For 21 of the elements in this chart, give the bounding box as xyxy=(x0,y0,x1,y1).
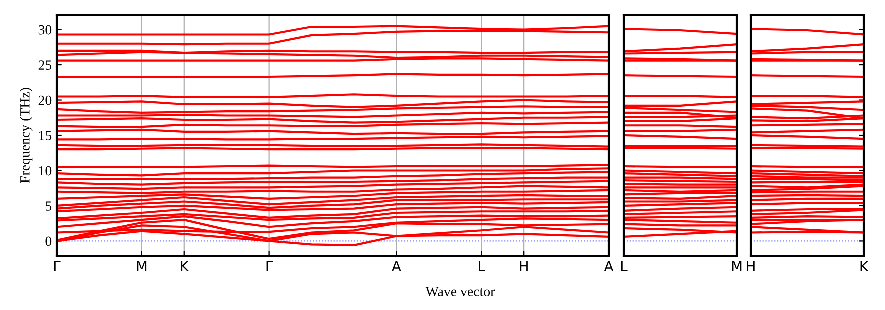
x-tick-label: K xyxy=(181,261,190,272)
y-tick-label: 15 xyxy=(39,131,52,140)
y-tick-label: 0 xyxy=(46,236,52,246)
x-tick-label: Γ xyxy=(266,261,274,272)
x-tick-label: M xyxy=(732,261,742,272)
y-axis-title: Frequency (THz) xyxy=(20,88,33,184)
x-tick-label: Γ xyxy=(54,261,61,272)
x-tick-label: A xyxy=(392,261,402,272)
x-tick-label: A xyxy=(604,261,614,272)
x-tick-label: K xyxy=(860,261,869,272)
x-tick-label: H xyxy=(747,261,755,272)
x-tick-label: L xyxy=(479,261,486,272)
x-tick-label: H xyxy=(520,261,528,272)
x-tick-label: M xyxy=(137,261,147,272)
x-axis-title: Wave vector xyxy=(426,287,496,297)
y-tick-label: 10 xyxy=(39,166,52,176)
y-tick-label: 30 xyxy=(38,25,52,35)
x-tick-label: L xyxy=(621,261,628,272)
y-tick-label: 5 xyxy=(46,202,52,211)
y-tick-label: 25 xyxy=(38,60,52,70)
y-tick-label: 20 xyxy=(38,96,52,106)
